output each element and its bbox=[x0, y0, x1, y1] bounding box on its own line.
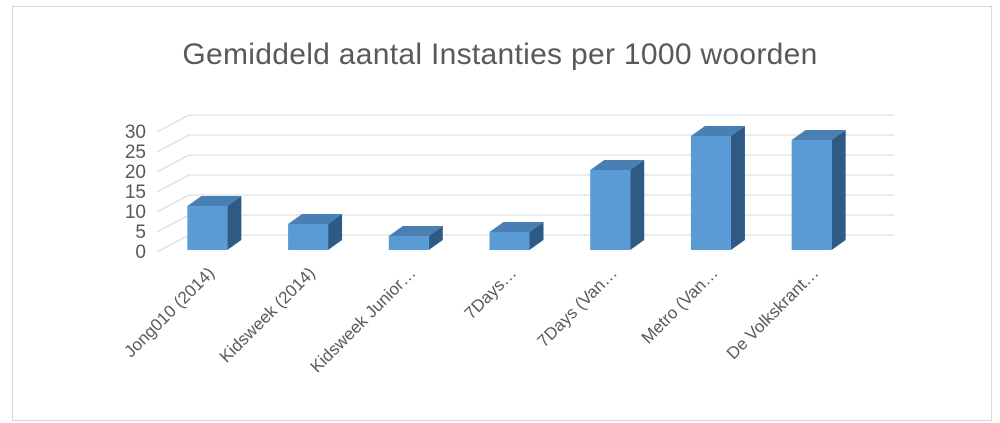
y-tick-label: 20 bbox=[125, 162, 146, 183]
x-axis-categories: Jong010 (2014)Kidsweek (2014)Kidsweek Ju… bbox=[121, 263, 823, 376]
bar-top bbox=[791, 130, 846, 140]
gridline-diagonal bbox=[156, 114, 190, 133]
bar-top bbox=[288, 214, 343, 224]
gridline-diagonal bbox=[156, 194, 190, 213]
bar bbox=[690, 126, 745, 250]
gridline-diagonal bbox=[156, 234, 190, 253]
y-tick-label: 0 bbox=[135, 242, 146, 263]
bar-front bbox=[388, 236, 429, 250]
chart-title: Gemiddeld aantal Instanties per 1000 woo… bbox=[182, 38, 818, 71]
y-tick-label: 25 bbox=[125, 142, 146, 163]
bar-front bbox=[590, 170, 631, 250]
bar-side bbox=[730, 126, 745, 250]
y-tick-label: 15 bbox=[125, 182, 146, 203]
bar bbox=[288, 214, 343, 250]
bar-top bbox=[690, 126, 745, 136]
bar-side bbox=[328, 214, 343, 250]
gridline-diagonal bbox=[156, 154, 190, 173]
bar bbox=[187, 196, 242, 250]
bars bbox=[187, 126, 846, 250]
bar bbox=[388, 226, 443, 250]
bar-top bbox=[489, 222, 544, 232]
bar-side bbox=[529, 222, 544, 250]
bar-top bbox=[187, 196, 242, 206]
x-category-label: Jong010 (2014) bbox=[121, 263, 219, 361]
y-tick-label: 10 bbox=[125, 202, 146, 223]
bar bbox=[489, 222, 544, 250]
bar-front bbox=[288, 224, 329, 250]
bar-top bbox=[590, 160, 645, 170]
bar-side bbox=[831, 130, 846, 250]
bar-front bbox=[791, 140, 832, 250]
x-category-label: Kidsweek (2014) bbox=[216, 263, 319, 366]
gridline-diagonal bbox=[156, 134, 190, 153]
x-category-label: Kidsweek Junior… bbox=[307, 263, 420, 376]
bar-side bbox=[227, 196, 242, 250]
x-category-label: De Volkskrant… bbox=[723, 263, 823, 363]
bar-top bbox=[388, 226, 443, 236]
gridline-diagonal bbox=[156, 214, 190, 233]
bar-front bbox=[489, 232, 530, 250]
bar-side bbox=[428, 226, 443, 250]
x-category-label: Metro (Van… bbox=[638, 263, 722, 347]
bar bbox=[590, 160, 645, 250]
x-category-label: 7Days… bbox=[461, 263, 521, 323]
y-tick-label: 5 bbox=[135, 222, 146, 243]
y-tick-label: 30 bbox=[125, 122, 146, 143]
bar bbox=[791, 130, 846, 250]
grid-lines bbox=[156, 114, 894, 253]
bar-side bbox=[630, 160, 645, 250]
x-category-label: 7Days (Van… bbox=[534, 263, 621, 350]
bar-front bbox=[187, 206, 228, 250]
gridline-diagonal bbox=[156, 174, 190, 193]
bar-front bbox=[690, 136, 731, 250]
